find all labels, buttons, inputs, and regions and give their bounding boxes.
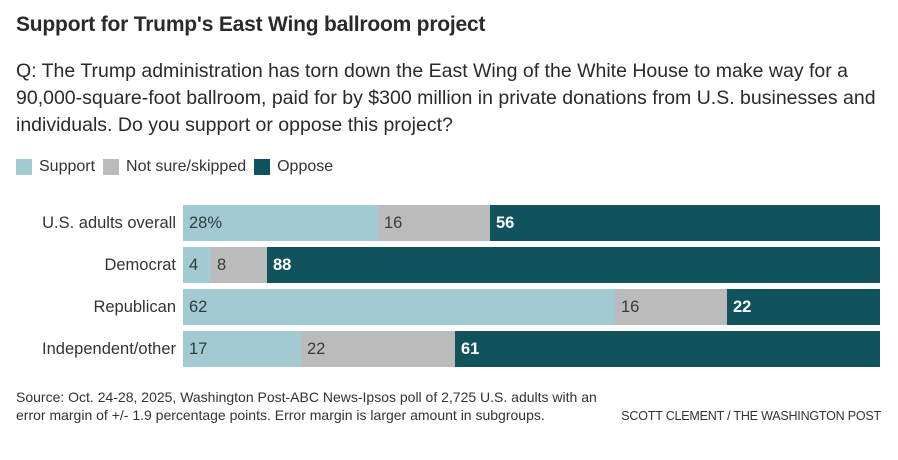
bar-segment-support: [183, 247, 211, 283]
survey-question: Q: The Trump administration has torn dow…: [16, 60, 876, 136]
legend-item-oppose: Oppose: [254, 158, 333, 176]
bar-segment-support: [183, 331, 301, 367]
value-label: 88: [273, 256, 292, 274]
credit-line: SCOTT CLEMENT / THE WASHINGTON POST: [621, 409, 881, 423]
row-label: Democrat: [104, 256, 176, 274]
bar-segment-not-sure-skipped: [301, 331, 455, 367]
value-label: 61: [461, 340, 480, 358]
legend-label-oppose: Oppose: [277, 158, 334, 175]
legend-item-support: Support: [16, 158, 95, 176]
bar-segment-not-sure-skipped: [378, 205, 490, 241]
legend-label-support: Support: [39, 158, 96, 175]
value-label: 17: [189, 340, 208, 358]
value-label: 16: [384, 214, 403, 232]
row-label: U.S. adults overall: [42, 214, 176, 232]
source-note: Source: Oct. 24-28, 2025, Washington Pos…: [16, 389, 597, 423]
value-label: 56: [496, 214, 515, 232]
stacked-bar-chart: U.S. adults overall 28% 16 56 Democrat 4 8 88 Re…: [0, 205, 898, 370]
legend-swatch-not-sure: [103, 159, 120, 175]
row-label: Republican: [93, 298, 176, 316]
value-label: 16: [621, 298, 640, 316]
bar-segment-oppose: [455, 331, 880, 367]
bar-segment-not-sure-skipped: [211, 247, 267, 283]
value-label: 4: [189, 256, 199, 274]
legend: Support Not sure/skipped Oppose: [16, 158, 341, 176]
value-label: 22: [733, 298, 752, 316]
legend-swatch-oppose: [254, 159, 271, 175]
value-label: 22: [307, 340, 326, 358]
bar-segment-support: [183, 205, 378, 241]
value-label: 8: [217, 256, 227, 274]
bar-segment-oppose: [490, 205, 880, 241]
value-label: 28%: [189, 214, 223, 232]
bar-segment-oppose: [267, 247, 880, 283]
legend-item-not-sure: Not sure/skipped: [103, 158, 246, 176]
bar-segment-not-sure-skipped: [615, 289, 727, 325]
legend-label-not-sure: Not sure/skipped: [126, 158, 247, 175]
bar-segment-support: [183, 289, 615, 325]
bar-segment-oppose: [727, 289, 880, 325]
chart-title: Support for Trump's East Wing ballroom p…: [16, 13, 486, 36]
row-label: Independent/other: [42, 340, 176, 358]
legend-swatch-support: [16, 159, 32, 175]
value-label: 62: [189, 298, 208, 316]
